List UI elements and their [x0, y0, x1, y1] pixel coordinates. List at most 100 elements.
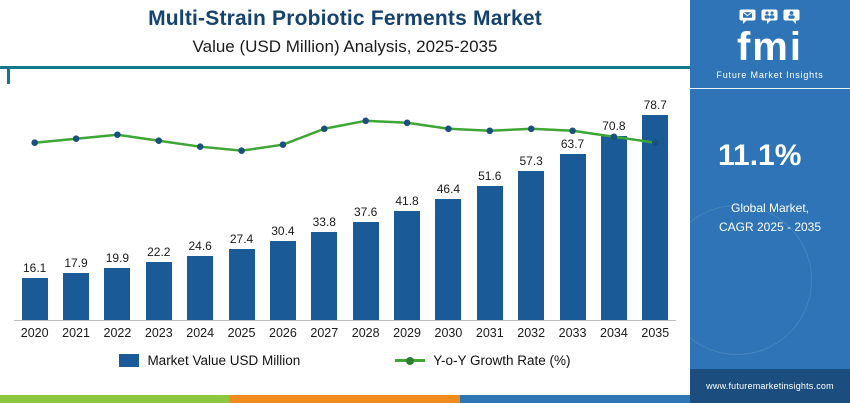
bar-swatch-icon — [119, 354, 140, 367]
legend: Market Value USD Million Y-o-Y Growth Ra… — [0, 353, 690, 368]
stripe-green-segment — [0, 395, 230, 403]
bar-value-label: 30.4 — [271, 223, 295, 238]
bar-value-label: 63.7 — [560, 137, 585, 152]
bar-slot-2023: 22.2 — [138, 245, 179, 320]
bar-value-label: 78.7 — [643, 98, 667, 113]
line-swatch-icon — [395, 356, 426, 365]
bar — [104, 268, 131, 320]
x-axis-label: 2031 — [475, 326, 504, 340]
bar-value-label: 41.8 — [395, 194, 419, 209]
page-title: Multi-Strain Probiotic Ferments Market — [148, 7, 542, 30]
cagr-label-line1: Global Market, — [730, 201, 810, 215]
x-axis-label: 2034 — [600, 326, 628, 340]
bar-slot-2026: 30.4 — [262, 224, 303, 320]
x-axis-label: 2026 — [269, 326, 297, 340]
page-subtitle: Value (USD Million) Analysis, 2025-2035 — [192, 37, 498, 56]
cagr-value: 11.1% — [718, 139, 802, 172]
bar — [311, 232, 338, 320]
bar-slot-2032: 57.3 — [511, 154, 552, 320]
legend-bar-label: Market Value USD Million — [147, 353, 301, 368]
bar-value-label: 70.8 — [602, 118, 626, 133]
bar-value-label: 33.8 — [312, 215, 336, 230]
bar — [187, 256, 214, 320]
bar-slot-2034: 70.8 — [593, 119, 634, 320]
x-axis-label: 2027 — [310, 326, 339, 340]
bar-value-label: 19.9 — [105, 251, 130, 266]
bar-slot-2022: 19.9 — [97, 251, 138, 320]
stripe-orange-segment — [230, 395, 460, 403]
x-axis-label: 2020 — [20, 326, 49, 340]
bar-value-label: 51.6 — [478, 168, 502, 183]
logo-icons — [716, 9, 823, 25]
bar-slot-2029: 41.8 — [386, 194, 427, 320]
bar-slot-2021: 17.9 — [55, 256, 96, 320]
bar-value-label: 37.6 — [354, 205, 378, 220]
bar — [435, 199, 462, 320]
bar — [600, 135, 627, 320]
website-link[interactable]: www.futuremarketinsights.com — [706, 381, 834, 391]
line-dot-icon — [406, 356, 415, 365]
sidebar-footer: www.futuremarketinsights.com — [690, 369, 850, 403]
bar — [476, 185, 503, 320]
bar-value-label: 46.4 — [436, 182, 461, 197]
legend-market-value: Market Value USD Million — [119, 353, 300, 368]
bar-slot-2030: 46.4 — [428, 182, 469, 320]
bar — [559, 154, 586, 320]
cagr-label: Global Market, CAGR 2025 - 2035 — [719, 199, 821, 236]
bar-value-label: 17.9 — [64, 256, 88, 271]
bar — [21, 278, 48, 320]
cagr-label-line2: CAGR 2025 - 2035 — [718, 219, 822, 234]
bar — [394, 211, 421, 320]
x-axis-label: 2022 — [103, 326, 132, 340]
x-axis-label: 2029 — [393, 326, 421, 340]
logo-divider — [690, 88, 850, 89]
legend-growth-rate: Y-o-Y Growth Rate (%) — [395, 353, 571, 368]
title-divider — [0, 66, 690, 84]
bar-slot-2028: 37.6 — [345, 205, 386, 320]
bars: 16.1 17.9 19.9 22.2 24.6 27.4 30.4 33.8 37.6 41.8… — [14, 69, 676, 320]
bar — [518, 171, 545, 320]
x-axis-label: 2035 — [641, 326, 670, 340]
x-axis-label: 2025 — [227, 326, 256, 340]
x-axis-label: 2030 — [434, 326, 463, 340]
legend-line-label: Y-o-Y Growth Rate (%) — [433, 353, 571, 368]
x-axis-label: 2024 — [186, 326, 215, 340]
bar-slot-2027: 33.8 — [304, 215, 345, 320]
bar — [642, 115, 669, 320]
stripe-blue-segment — [460, 395, 690, 403]
bar-slot-2035: 78.7 — [635, 98, 676, 320]
bar-slot-2033: 63.7 — [552, 137, 593, 320]
bottom-stripe — [0, 395, 690, 403]
x-axis-labels: 2020 2021 2022 2023 2024 2025 2026 2027 2028 2029… — [14, 326, 676, 340]
envelope-bubble-icon — [739, 9, 756, 24]
bar-line-chart: 16.1 17.9 19.9 22.2 24.6 27.4 30.4 33.8 37.6 41.8… — [14, 69, 676, 321]
brand-name: Future Market Insights — [716, 70, 824, 80]
bar — [63, 273, 90, 320]
x-axis-label: 2023 — [144, 326, 173, 340]
bar-slot-2024: 24.6 — [180, 239, 221, 320]
bar-slot-2025: 27.4 — [221, 232, 262, 320]
bar-slot-2031: 51.6 — [469, 169, 510, 320]
chart-panel: Multi-Strain Probiotic Ferments Market V… — [0, 0, 690, 403]
bar-value-label: 24.6 — [188, 239, 212, 254]
bar-value-label: 27.4 — [229, 231, 254, 246]
bar-value-label: 57.3 — [519, 154, 543, 169]
bar — [269, 240, 296, 320]
bar-value-label: 16.1 — [23, 261, 47, 276]
x-axis-label: 2021 — [62, 326, 90, 340]
sidebar: fmi Future Market Insights 11.1% Global … — [690, 0, 850, 403]
x-axis-label: 2033 — [558, 326, 587, 340]
header: Multi-Strain Probiotic Ferments Market V… — [0, 0, 690, 57]
bar-slot-2020: 16.1 — [14, 261, 55, 320]
people-bubble-icon — [761, 9, 778, 24]
person-bubble-icon — [783, 9, 800, 24]
fmi-wordmark: fmi — [736, 25, 803, 69]
bar — [352, 222, 379, 320]
bar — [145, 262, 172, 320]
bar — [228, 248, 255, 320]
bar-value-label: 22.2 — [147, 245, 171, 260]
x-axis-label: 2028 — [351, 326, 380, 340]
fmi-logo: fmi Future Market Insights — [716, 0, 823, 80]
x-axis-label: 2032 — [517, 326, 546, 340]
